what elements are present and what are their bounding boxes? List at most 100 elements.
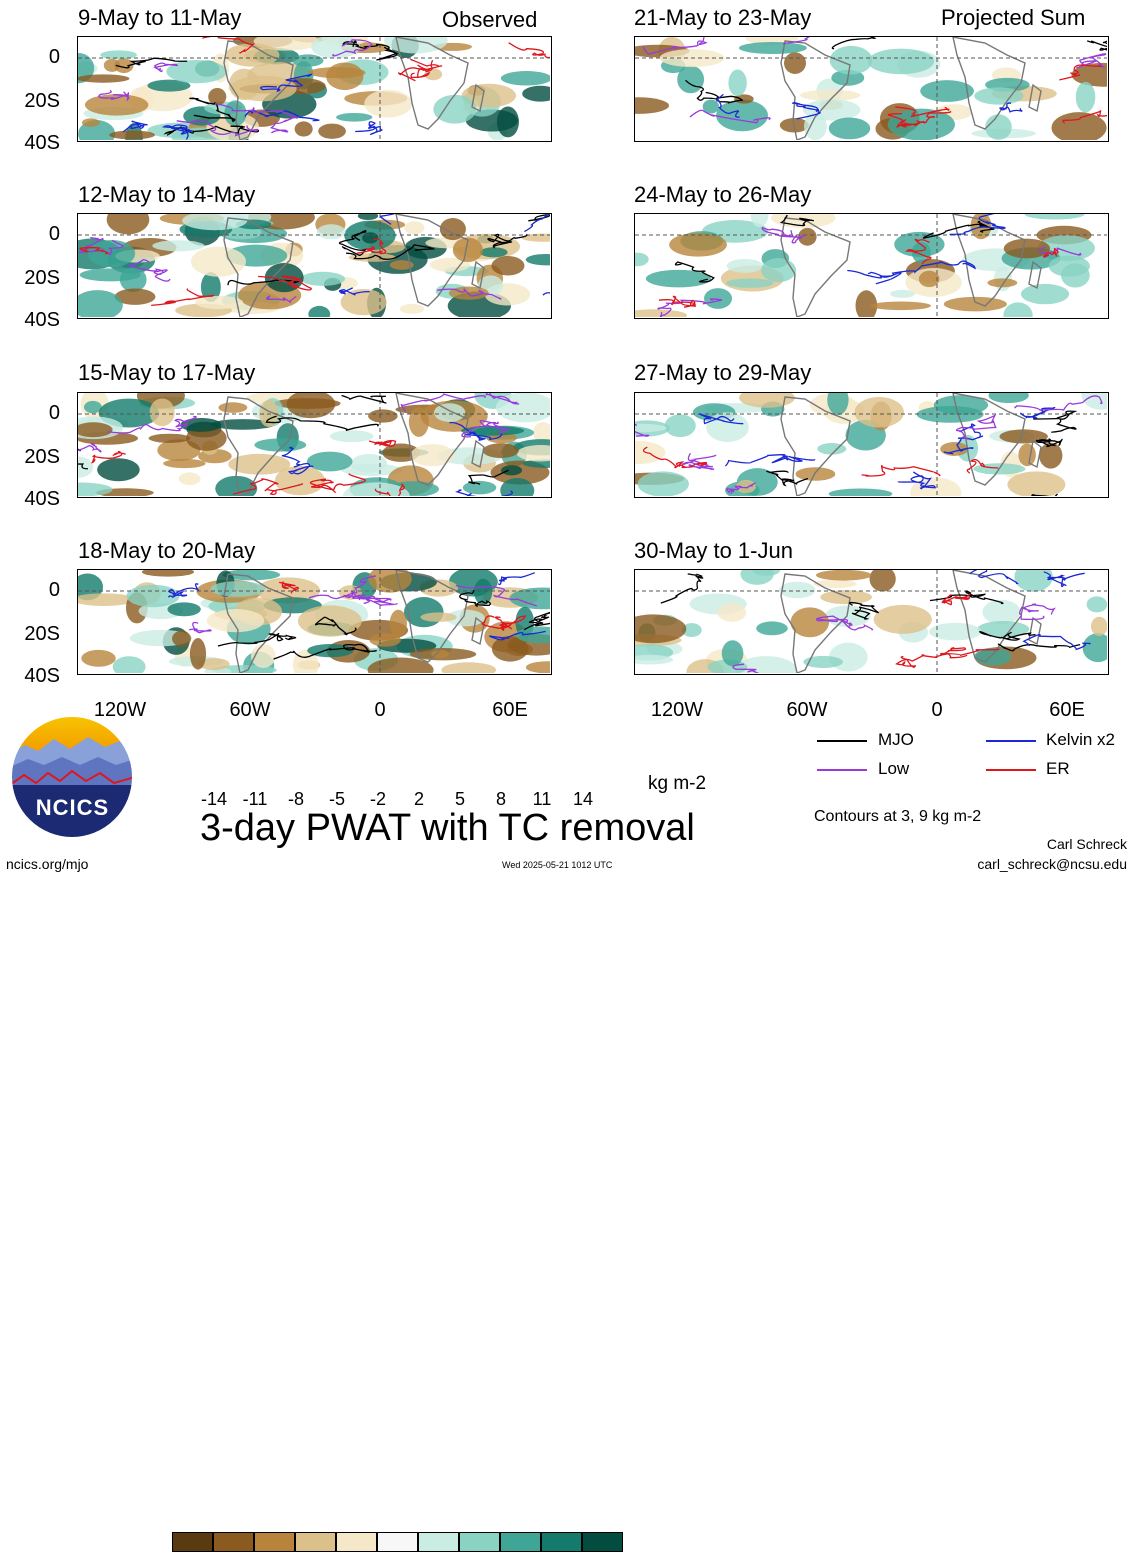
pwat-anomaly-blob xyxy=(350,454,388,473)
pwat-anomaly-blob xyxy=(224,100,247,127)
wave-contour xyxy=(895,653,968,668)
pwat-anomaly-blob xyxy=(186,425,227,451)
pwat-anomaly-blob xyxy=(771,214,836,228)
pwat-anomaly-blob xyxy=(78,290,123,317)
wave-contour xyxy=(350,575,377,601)
coastline xyxy=(395,393,469,486)
map-panel-8 xyxy=(634,569,1109,675)
pwat-anomaly-blob xyxy=(516,444,550,462)
wave-contour xyxy=(698,413,744,425)
pwat-anomaly-blob xyxy=(200,272,221,302)
pwat-anomaly-blob xyxy=(81,649,116,667)
wave-contour xyxy=(831,37,876,50)
pwat-anomaly-blob xyxy=(918,270,940,288)
pwat-anomaly-blob xyxy=(1003,302,1033,317)
contour-note: Contours at 3, 9 kg m-2 xyxy=(814,808,982,825)
pwat-anomaly-blob xyxy=(434,403,466,422)
wave-contour xyxy=(943,423,984,455)
wave-contour xyxy=(724,454,816,467)
pwat-anomaly-blob xyxy=(329,430,374,443)
wave-contour xyxy=(1019,406,1056,419)
wave-contour xyxy=(658,295,697,308)
pwat-anomaly-blob xyxy=(408,407,429,437)
pwat-anomaly-blob xyxy=(803,655,843,669)
pwat-anomaly-blob xyxy=(163,458,206,469)
pwat-anomaly-blob xyxy=(78,456,94,478)
wave-contour xyxy=(1059,64,1102,81)
pwat-anomaly-blob xyxy=(78,482,113,496)
figure-title: 3-day PWAT with TC removal xyxy=(200,807,695,849)
pwat-anomaly-blob xyxy=(635,423,667,433)
pwat-anomaly-blob xyxy=(78,593,136,607)
pwat-anomaly-blob xyxy=(448,286,489,300)
pwat-anomaly-blob xyxy=(81,118,100,127)
wave-contour xyxy=(91,450,126,464)
wave-contour xyxy=(459,589,491,607)
wave-contour xyxy=(861,464,941,477)
pwat-anomaly-blob xyxy=(867,48,935,75)
pwat-anomaly-blob xyxy=(1051,112,1107,140)
colorbar-swatch-8 xyxy=(459,1532,500,1552)
pwat-anomaly-blob xyxy=(297,605,362,637)
pwat-anomaly-blob xyxy=(525,253,550,266)
colorbar-label: -8 xyxy=(287,789,304,809)
logo-text: NCICS xyxy=(35,795,110,820)
panel-1-tag: Observed xyxy=(442,7,538,32)
colorbar-label: -11 xyxy=(242,789,268,809)
wave-contour xyxy=(410,58,443,79)
wave-contour xyxy=(726,482,756,494)
pwat-anomaly-blob xyxy=(717,603,747,622)
pwat-anomaly-blob xyxy=(1020,283,1070,305)
pwat-anomaly-blob xyxy=(420,612,457,622)
colorbar-units: kg m-2 xyxy=(648,773,707,794)
wave-contour xyxy=(115,57,188,69)
wave-contour xyxy=(1062,110,1107,124)
pwat-anomaly-blob xyxy=(1081,393,1107,410)
coastline xyxy=(952,570,1026,663)
pwat-anomaly-blob xyxy=(828,117,871,140)
wave-contour xyxy=(487,233,528,249)
pwat-anomaly-blob xyxy=(1014,570,1053,592)
wave-contour xyxy=(258,275,312,291)
coastline xyxy=(471,616,485,646)
wave-contour xyxy=(153,62,178,73)
footer-url[interactable]: ncics.org/mjo xyxy=(6,856,89,872)
y-label-40s: 40S xyxy=(24,665,60,687)
pwat-anomaly-blob xyxy=(802,99,861,121)
pwat-anomaly-blob xyxy=(869,570,896,592)
coastline xyxy=(395,570,469,663)
pwat-anomaly-blob xyxy=(114,288,156,305)
pwat-anomaly-blob xyxy=(854,396,904,428)
wave-contour xyxy=(314,616,357,636)
wave-contour xyxy=(232,478,304,495)
wave-contour xyxy=(341,394,387,404)
pwat-anomaly-blob xyxy=(1075,81,1096,113)
wave-contour xyxy=(342,40,399,61)
wave-contour xyxy=(1033,410,1078,433)
map-panel-2 xyxy=(77,213,552,319)
footer-email[interactable]: carl_schreck@ncsu.edu xyxy=(977,856,1127,872)
coastline xyxy=(223,573,294,673)
wave-contour xyxy=(189,97,236,123)
wave-contour xyxy=(782,37,810,45)
pwat-anomaly-blob xyxy=(750,214,769,228)
colorbar-label: 5 xyxy=(454,789,465,809)
wave-contour xyxy=(716,93,740,118)
pwat-anomaly-blob xyxy=(172,630,192,647)
pwat-anomaly-blob xyxy=(210,581,266,597)
x-label-60w: 60W xyxy=(229,699,271,721)
wave-contour xyxy=(98,89,130,102)
colorbar-swatch-3 xyxy=(254,1532,295,1552)
wave-contour xyxy=(281,446,314,475)
pwat-anomaly-blob xyxy=(828,488,893,496)
legend-line-kelvin xyxy=(986,740,1036,742)
colorbar-swatch-1 xyxy=(172,1532,213,1552)
legend-line-low xyxy=(817,769,867,771)
pwat-anomaly-blob xyxy=(83,400,102,414)
colorbar-label: 2 xyxy=(413,789,424,809)
map-panel-7 xyxy=(634,392,1109,498)
pwat-anomaly-blob xyxy=(141,570,195,577)
pwat-anomaly-blob xyxy=(78,422,113,438)
coastline xyxy=(952,37,1026,130)
pwat-anomaly-blob xyxy=(726,258,764,273)
